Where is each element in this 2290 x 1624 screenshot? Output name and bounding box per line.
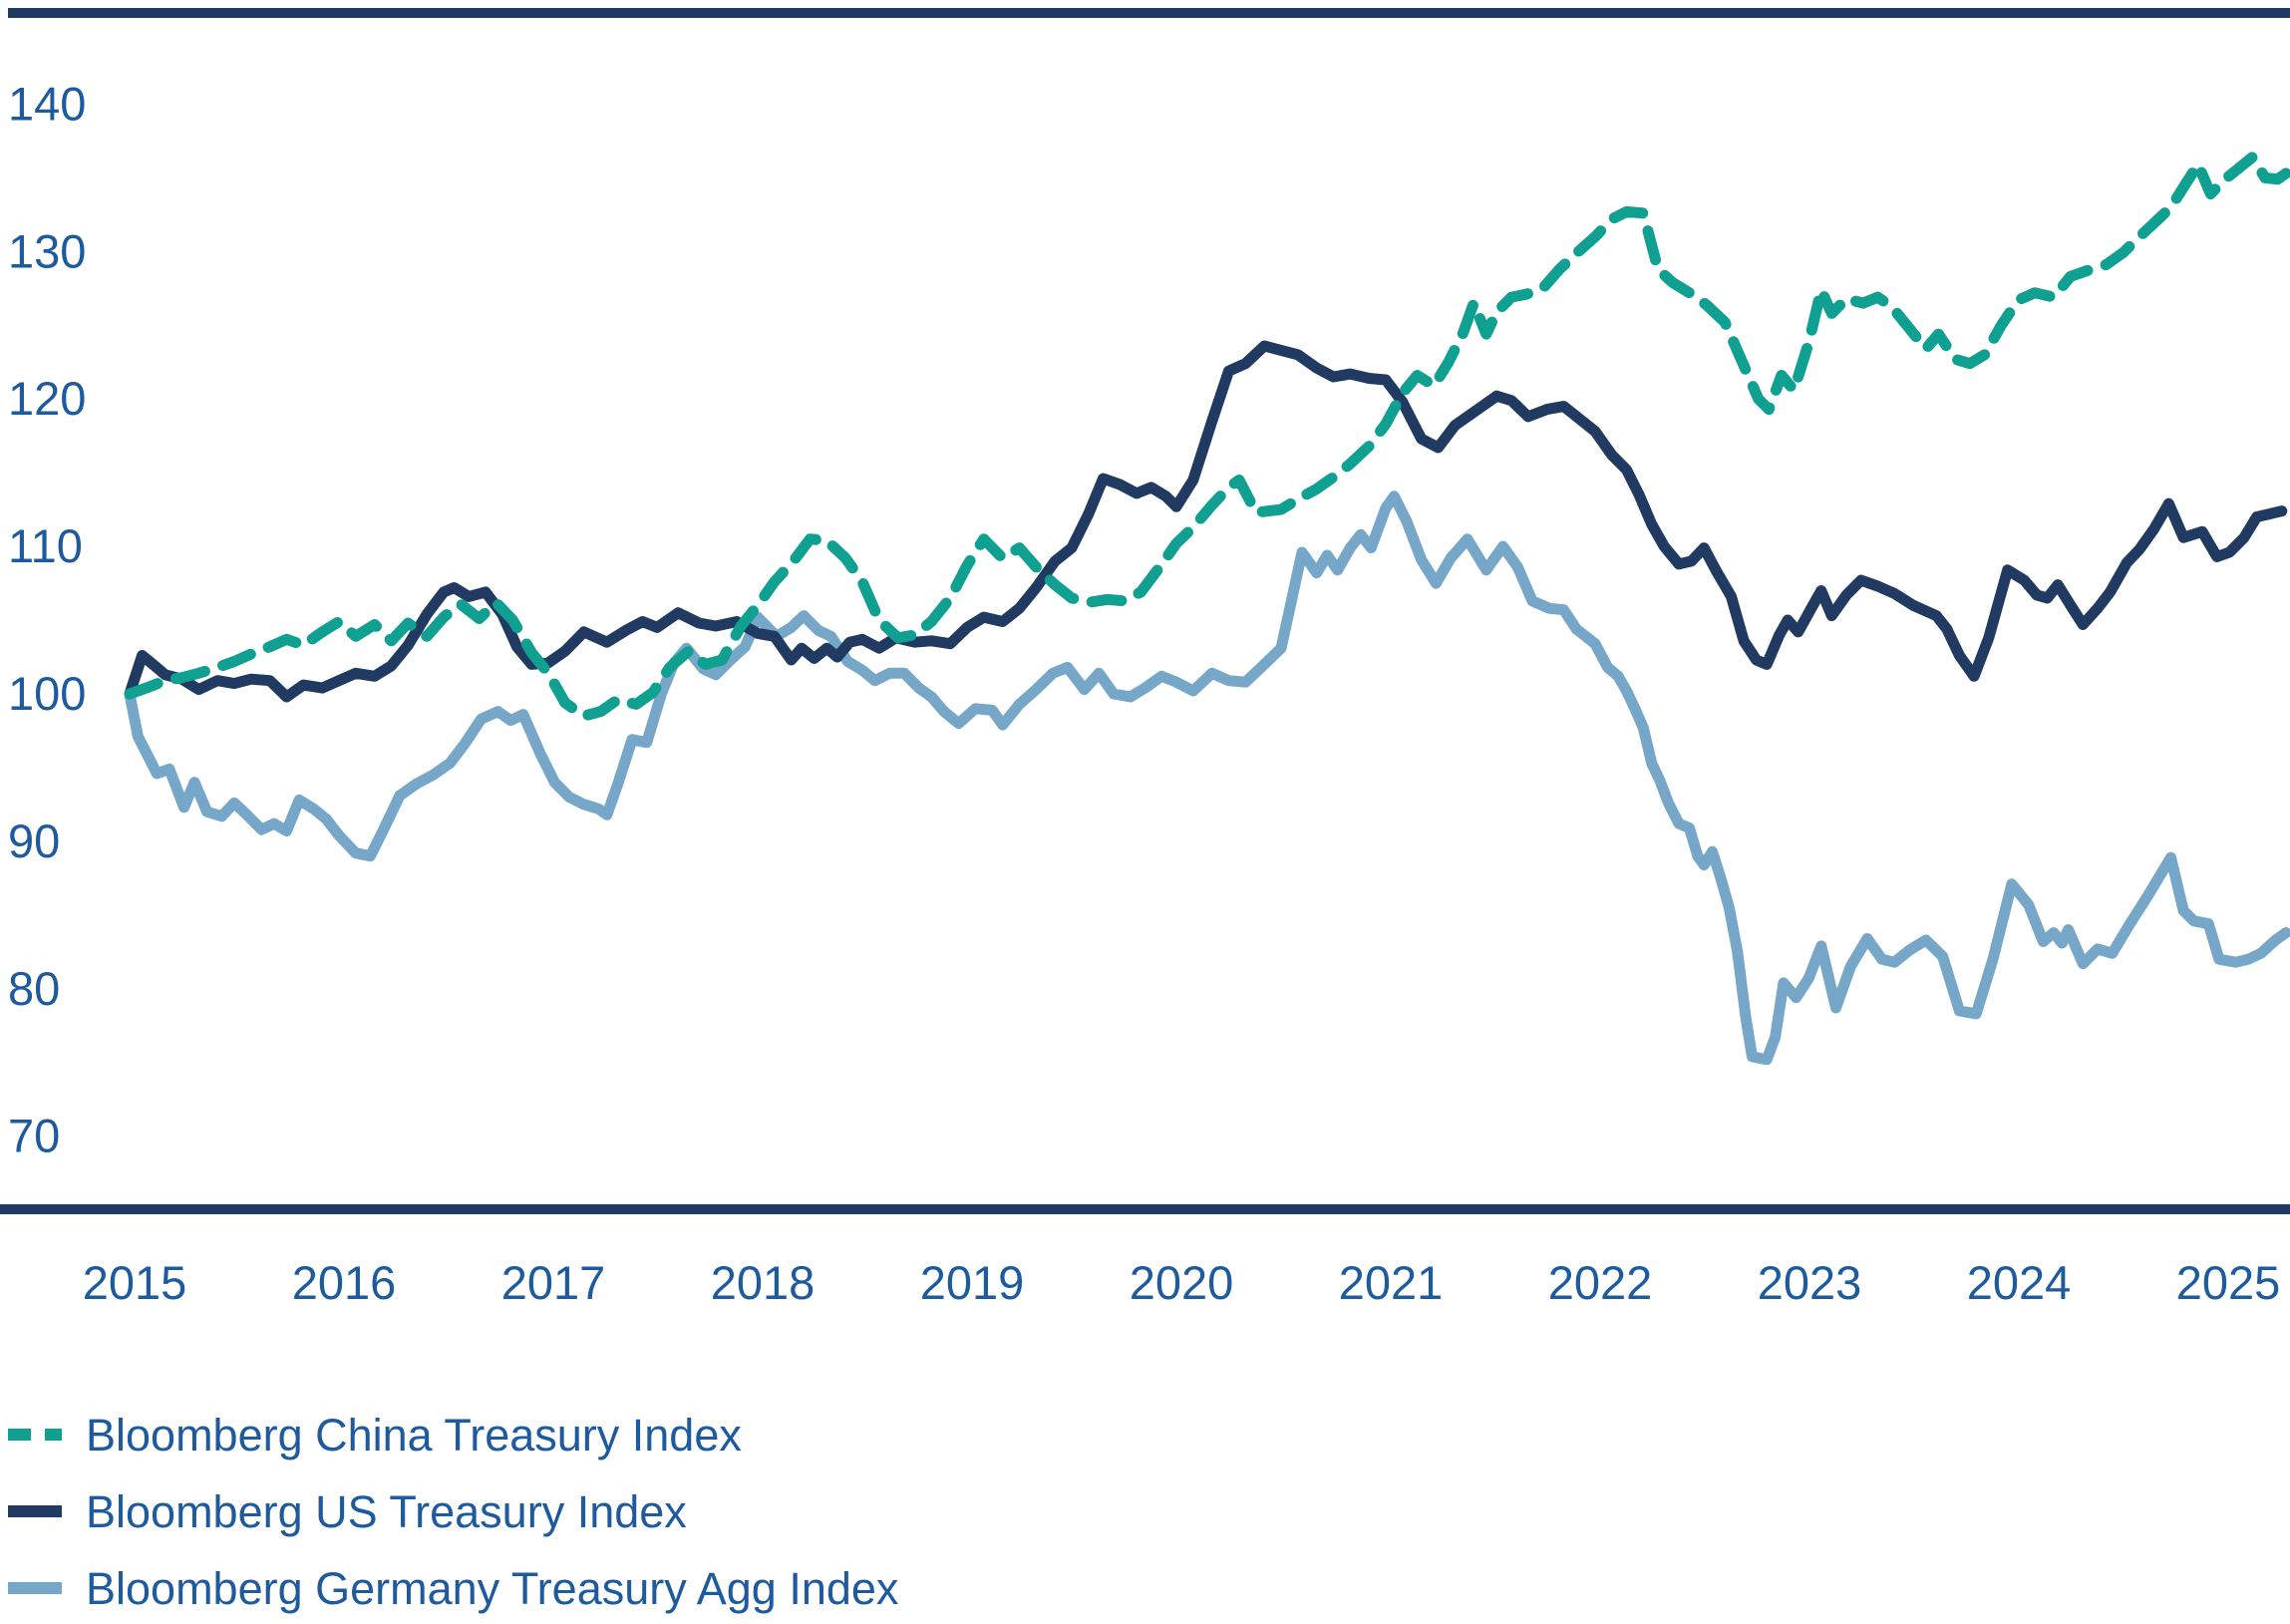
y-tick-label-130: 130 <box>8 224 86 277</box>
x-tick-label-2018: 2018 <box>711 1256 816 1309</box>
legend-item-germany: Bloomberg Germany Treasury Agg Index <box>6 1561 898 1615</box>
legend-item-us: Bloomberg US Treasury Index <box>6 1484 898 1538</box>
x-tick-label-2019: 2019 <box>920 1256 1025 1309</box>
y-tick-label-120: 120 <box>8 372 86 425</box>
chart-legend: Bloomberg China Treasury Index Bloomberg… <box>6 1408 898 1615</box>
x-axis-tick-labels: 2015 2016 2017 2018 2019 2020 2021 2022 2023 2024… <box>83 1256 2281 1309</box>
x-tick-label-2023: 2023 <box>1758 1256 1862 1309</box>
x-tick-label-2017: 2017 <box>501 1256 606 1309</box>
x-tick-label-2022: 2022 <box>1548 1256 1653 1309</box>
y-tick-label-140: 140 <box>8 77 86 130</box>
y-tick-label-110: 110 <box>8 519 83 572</box>
y-tick-label-70: 70 <box>8 1110 60 1162</box>
china-dashed-line-swatch <box>8 1429 62 1441</box>
y-tick-label-80: 80 <box>8 962 60 1015</box>
x-tick-label-2021: 2021 <box>1339 1256 1444 1309</box>
us-solid-line-swatch <box>8 1505 62 1517</box>
series-line-1 <box>124 340 2288 703</box>
germany-solid-line-swatch <box>8 1582 62 1594</box>
legend-label-germany: Bloomberg Germany Treasury Agg Index <box>86 1562 899 1614</box>
legend-label-us: Bloomberg US Treasury Index <box>86 1485 687 1537</box>
series-line-0 <box>124 490 2290 1066</box>
x-tick-label-2015: 2015 <box>83 1256 187 1309</box>
y-tick-label-90: 90 <box>8 814 60 867</box>
chart-series-lines <box>124 152 2290 1066</box>
series-line-2 <box>124 152 2290 722</box>
legend-item-china: Bloomberg China Treasury Index <box>6 1408 898 1462</box>
x-tick-label-2020: 2020 <box>1130 1256 1234 1309</box>
y-axis-tick-labels: 70 80 90 100 110 120 130 140 <box>8 77 86 1161</box>
x-tick-label-2024: 2024 <box>1967 1256 2072 1309</box>
x-tick-label-2016: 2016 <box>292 1256 397 1309</box>
legend-label-china: Bloomberg China Treasury Index <box>86 1409 742 1461</box>
y-tick-label-100: 100 <box>8 667 86 720</box>
x-tick-label-2025: 2025 <box>2176 1256 2281 1309</box>
